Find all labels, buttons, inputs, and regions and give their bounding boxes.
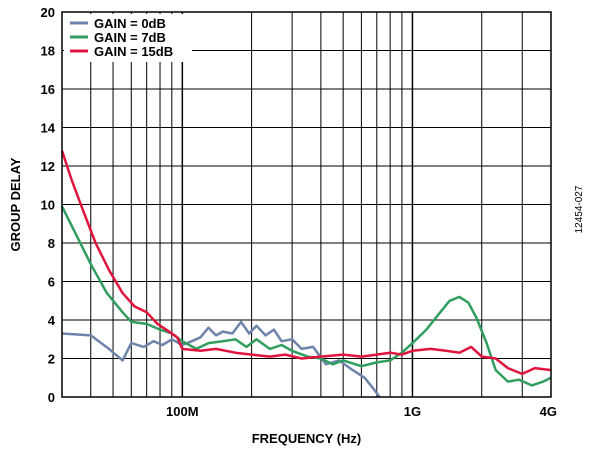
x-tick-label: 4G — [540, 404, 557, 419]
y-tick-label: 20 — [41, 5, 55, 20]
legend-label-1: GAIN = 7dB — [94, 30, 166, 45]
series-line-2 — [60, 150, 552, 376]
y-tick-label: 0 — [48, 390, 55, 405]
y-tick-label: 6 — [48, 275, 55, 290]
y-tick-label: 8 — [48, 236, 55, 251]
x-tick-label: 1G — [404, 404, 421, 419]
y-axis-title: GROUP DELAY — [8, 157, 23, 251]
series-line-0 — [61, 320, 381, 398]
series-line-1 — [60, 205, 552, 387]
legend-label-0: GAIN = 0dB — [94, 16, 166, 31]
tick-labels: 0 2 4 6 8 10 12 14 16 18 20 100M 1G 4G — [41, 5, 557, 419]
x-tick-label: 100M — [166, 404, 199, 419]
legend-label-2: GAIN = 15dB — [94, 44, 173, 59]
y-tick-label: 10 — [41, 198, 55, 213]
x-axis-title: FREQUENCY (Hz) — [252, 431, 362, 446]
y-tick-label: 14 — [41, 121, 56, 136]
grid — [62, 11, 551, 398]
series-layer — [60, 150, 552, 398]
figure-id: 12454-027 — [574, 185, 585, 233]
y-tick-label: 18 — [41, 44, 55, 59]
y-tick-label: 2 — [48, 352, 55, 367]
y-tick-label: 12 — [41, 159, 55, 174]
y-tick-label: 16 — [41, 82, 55, 97]
plot-frame — [61, 11, 552, 398]
y-tick-label: 4 — [48, 313, 56, 328]
